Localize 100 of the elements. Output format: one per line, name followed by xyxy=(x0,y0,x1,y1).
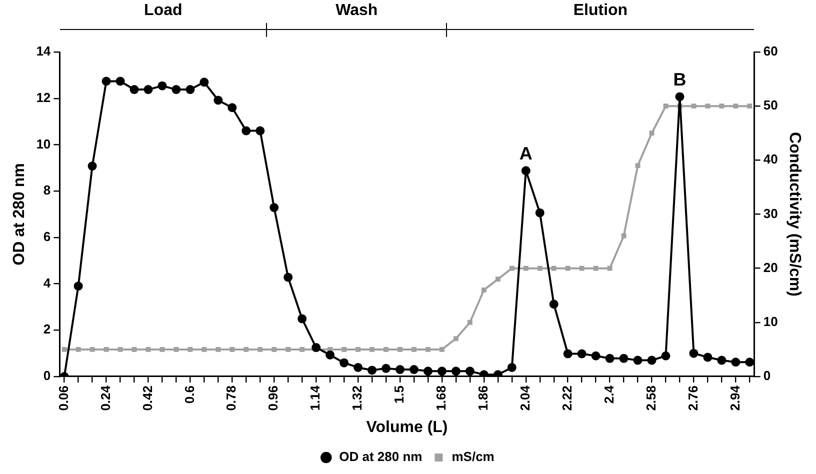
point xyxy=(717,356,726,365)
point xyxy=(691,104,696,109)
point xyxy=(705,104,710,109)
y-tick-label: 6 xyxy=(43,229,51,244)
point xyxy=(74,282,83,291)
point xyxy=(216,346,221,352)
x-tick-label: 0.96 xyxy=(266,386,281,411)
point xyxy=(326,350,335,360)
point xyxy=(158,81,167,90)
point xyxy=(312,343,321,352)
point xyxy=(439,346,444,352)
point xyxy=(409,365,418,374)
point xyxy=(188,346,193,352)
point xyxy=(230,346,235,352)
point xyxy=(300,346,305,352)
point xyxy=(507,362,516,372)
point xyxy=(661,351,670,360)
y2-tick-label: 30 xyxy=(763,206,778,221)
point xyxy=(605,354,614,363)
point xyxy=(509,266,514,271)
point xyxy=(593,266,598,271)
y-tick-label: 10 xyxy=(36,136,51,152)
point xyxy=(270,203,279,212)
y2-tick-label: 60 xyxy=(763,44,778,59)
annotation: B xyxy=(673,70,686,90)
point xyxy=(284,272,293,282)
x-tick-label: 0.06 xyxy=(56,386,71,411)
point xyxy=(174,346,179,352)
y2-tick-label: 40 xyxy=(763,152,778,167)
legend-label: mS/cm xyxy=(452,449,494,464)
point xyxy=(521,166,530,176)
annotation: A xyxy=(519,144,532,164)
y-tick-label: 0 xyxy=(43,368,51,384)
x-tick-label: 0.24 xyxy=(98,384,113,411)
point xyxy=(132,346,137,352)
point xyxy=(453,336,458,342)
point xyxy=(90,346,95,352)
point xyxy=(172,85,181,94)
point xyxy=(426,346,430,352)
point xyxy=(286,346,291,352)
point xyxy=(495,276,500,282)
point xyxy=(354,362,363,372)
point xyxy=(214,96,223,105)
point xyxy=(465,366,474,376)
x-tick-label: 1.32 xyxy=(350,386,365,411)
point xyxy=(396,365,405,374)
point xyxy=(242,126,251,136)
x-tick-label: 2.94 xyxy=(727,384,742,411)
text: Load xyxy=(143,2,184,20)
point xyxy=(577,349,586,358)
point xyxy=(649,130,654,136)
point xyxy=(633,356,642,365)
y2-tick-label: 0 xyxy=(763,368,771,384)
point xyxy=(423,366,432,376)
point xyxy=(647,356,656,365)
point xyxy=(228,103,237,112)
point xyxy=(579,266,584,271)
x-tick-label: 2.22 xyxy=(559,386,574,411)
point xyxy=(104,346,109,352)
point xyxy=(719,104,724,109)
point xyxy=(635,163,640,168)
point xyxy=(689,348,698,358)
point xyxy=(563,349,572,358)
point xyxy=(342,346,347,352)
point xyxy=(747,104,752,109)
x-tick-label: 1.86 xyxy=(476,386,491,411)
point xyxy=(202,346,207,352)
point xyxy=(731,358,740,367)
point xyxy=(102,76,111,86)
point xyxy=(130,85,139,94)
point xyxy=(745,358,754,367)
point xyxy=(118,346,123,352)
point xyxy=(356,346,361,352)
point xyxy=(551,266,556,271)
point xyxy=(200,78,209,87)
point xyxy=(62,346,67,352)
point xyxy=(437,366,446,376)
point xyxy=(549,300,558,309)
point xyxy=(340,358,349,368)
y-tick-label: 14 xyxy=(36,44,52,59)
x-tick-label: 2.04 xyxy=(517,384,532,411)
point xyxy=(88,162,97,171)
legend-label: OD at 280 nm xyxy=(339,449,422,464)
point xyxy=(481,287,486,292)
point xyxy=(368,366,377,375)
point xyxy=(398,346,402,352)
point xyxy=(76,346,81,352)
point xyxy=(370,346,375,352)
x-tick-label: 0.6 xyxy=(182,386,197,404)
point xyxy=(146,346,151,352)
point xyxy=(537,266,542,271)
y2-tick-label: 50 xyxy=(763,98,778,113)
point xyxy=(256,126,265,136)
x-tick-label: 2.4 xyxy=(601,384,616,404)
y-tick-label: 12 xyxy=(36,90,51,105)
text: Elution xyxy=(572,2,629,20)
point xyxy=(258,346,263,352)
point xyxy=(733,104,738,109)
point xyxy=(382,364,391,373)
x-tick-label: 0.78 xyxy=(224,386,239,411)
